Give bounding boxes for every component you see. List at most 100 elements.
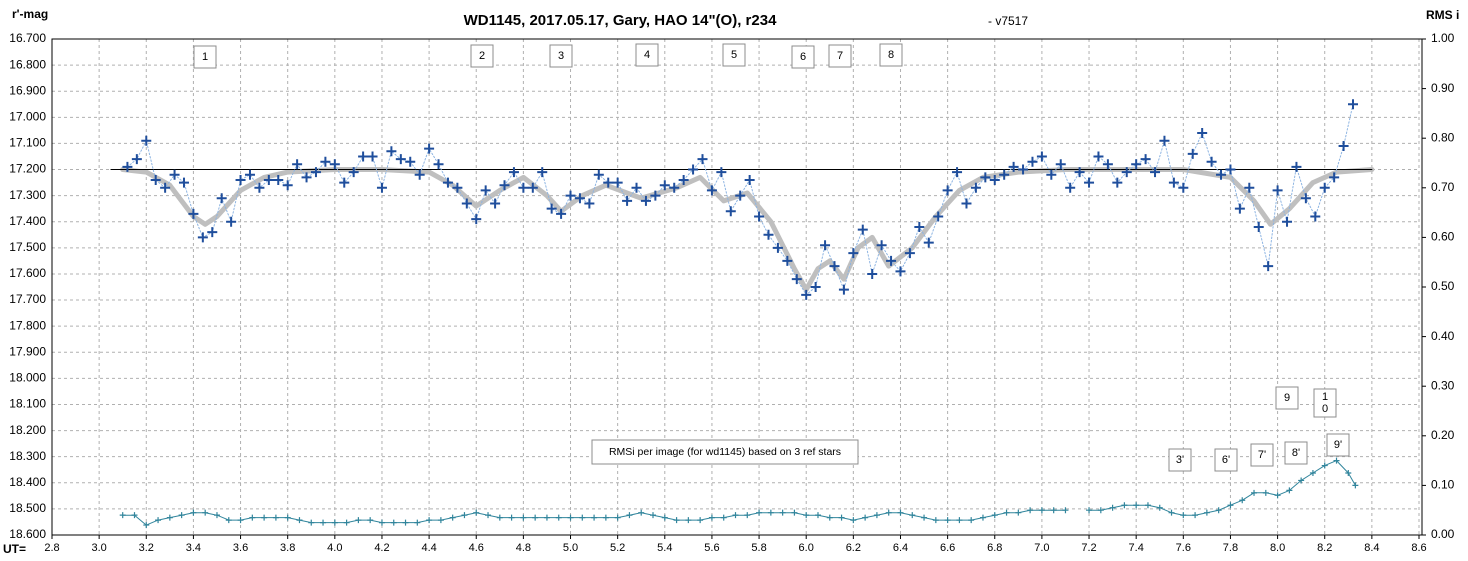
x-tick-label: 7.0 — [1034, 542, 1049, 554]
data-point — [1180, 512, 1187, 519]
data-point — [685, 517, 692, 524]
data-point — [1038, 507, 1045, 514]
x-tick-label: 3.0 — [91, 542, 106, 554]
data-point — [1121, 167, 1132, 178]
data-point — [706, 185, 717, 196]
data-point — [991, 512, 998, 519]
data-point — [772, 242, 783, 253]
annotation-box — [635, 43, 659, 67]
data-point — [261, 514, 268, 521]
data-point — [1074, 167, 1085, 178]
annotation-box — [791, 45, 815, 69]
annotation: 7' — [1250, 443, 1274, 467]
data-point — [244, 169, 255, 180]
data-point — [329, 159, 340, 170]
data-point — [1003, 509, 1010, 516]
data-point — [626, 512, 633, 519]
annotation-box — [1214, 448, 1238, 472]
data-point — [782, 255, 793, 266]
x-axis-label: UT= — [3, 542, 26, 556]
data-point — [614, 514, 621, 521]
annotation-label: 6 — [800, 51, 806, 63]
data-point — [1274, 492, 1281, 499]
data-point — [178, 177, 189, 188]
y-tick-label: 17.400 — [9, 214, 46, 228]
data-point — [1251, 489, 1258, 496]
data-point — [631, 182, 642, 193]
data-point — [1300, 193, 1311, 204]
data-point — [143, 522, 150, 529]
data-point — [1062, 507, 1069, 514]
data-point — [567, 514, 574, 521]
data-point — [254, 182, 265, 193]
data-point — [584, 198, 595, 209]
data-point — [424, 143, 435, 154]
data-point — [532, 514, 539, 521]
data-point — [1333, 457, 1340, 464]
data-point — [1244, 182, 1255, 193]
annotation: 6 — [791, 45, 815, 69]
data-point — [386, 146, 397, 157]
data-point — [820, 240, 831, 251]
data-point — [150, 174, 161, 185]
x-tick-label: 5.4 — [657, 542, 672, 554]
data-point — [1227, 502, 1234, 509]
data-point — [433, 159, 444, 170]
y-tick-label: 17.200 — [9, 162, 46, 176]
data-point — [310, 167, 321, 178]
annotation-label: 3' — [1176, 454, 1184, 466]
y-tick-label: 18.400 — [9, 475, 46, 489]
note-box — [591, 439, 859, 465]
annotation-box — [1250, 443, 1274, 467]
data-point — [829, 261, 840, 272]
data-point — [697, 154, 708, 165]
data-point — [1133, 502, 1140, 509]
annotation-label: 7' — [1258, 449, 1266, 461]
x-tick-label: 3.2 — [139, 542, 154, 554]
data-point — [1352, 482, 1359, 489]
annotation-label: 1 — [202, 51, 208, 63]
data-point — [1234, 203, 1245, 214]
data-point — [650, 190, 661, 201]
y2-tick-label: 0.90 — [1431, 81, 1455, 95]
data-point — [160, 182, 171, 193]
data-point — [166, 514, 173, 521]
data-point — [1225, 164, 1236, 175]
data-point — [678, 174, 689, 185]
data-point — [1319, 182, 1330, 193]
y2-tick-label: 0.60 — [1431, 230, 1455, 244]
data-point — [499, 180, 510, 191]
data-point — [1027, 156, 1038, 167]
data-point — [527, 182, 538, 193]
data-point — [961, 198, 972, 209]
data-point — [989, 174, 1000, 185]
data-point — [921, 514, 928, 521]
data-point — [638, 509, 645, 516]
data-point — [496, 514, 503, 521]
data-point — [622, 195, 633, 206]
data-point — [688, 164, 699, 175]
data-point — [320, 156, 331, 167]
x-tick-label: 4.6 — [469, 542, 484, 554]
y2-tick-label: 1.00 — [1431, 31, 1455, 45]
data-point — [119, 512, 126, 519]
data-point — [779, 509, 786, 516]
data-point — [190, 509, 197, 516]
data-point — [895, 266, 906, 277]
x-tick-label: 3.4 — [186, 542, 201, 554]
data-point — [284, 514, 291, 521]
data-point — [402, 519, 409, 526]
data-point — [661, 514, 668, 521]
data-point — [537, 167, 548, 178]
data-point — [414, 519, 421, 526]
annotation-label: 3 — [558, 50, 564, 62]
y2-tick-label: 0.10 — [1431, 478, 1455, 492]
data-point — [1272, 185, 1283, 196]
data-point — [650, 512, 657, 519]
data-point — [932, 517, 939, 524]
annotation-box — [1326, 433, 1350, 457]
data-point — [490, 198, 501, 209]
data-point — [732, 512, 739, 519]
annotation: 2 — [470, 44, 494, 68]
